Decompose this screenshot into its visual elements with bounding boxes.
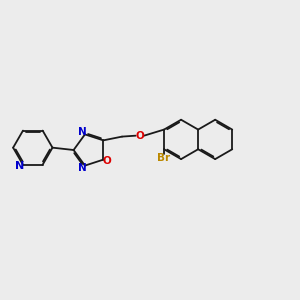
Text: O: O <box>136 131 144 141</box>
Text: N: N <box>78 127 87 137</box>
Text: Br: Br <box>157 152 170 163</box>
Text: N: N <box>15 161 24 171</box>
Text: N: N <box>78 163 86 173</box>
Text: O: O <box>102 156 111 166</box>
